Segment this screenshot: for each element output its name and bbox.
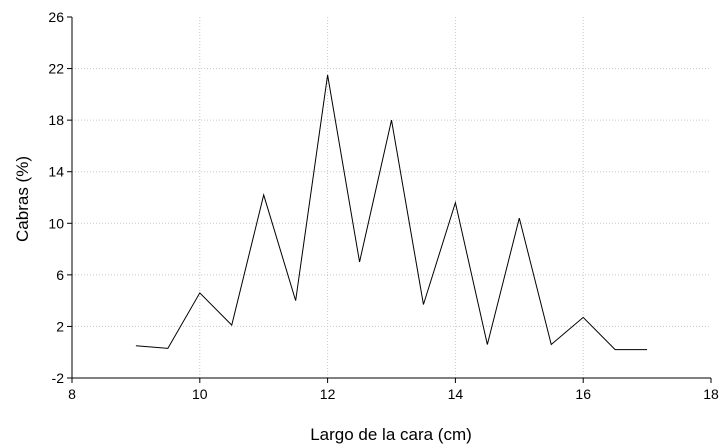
gridlines: [72, 17, 711, 378]
y-tick-label-6: 22: [48, 61, 64, 77]
y-tick-label-4: 14: [48, 164, 64, 180]
y-tick-label-3: 10: [48, 215, 64, 231]
x-tick-label-5: 18: [703, 386, 719, 402]
x-tick-label-0: 8: [68, 386, 76, 402]
y-tick-label-0: -2: [52, 370, 65, 386]
x-tick-label-2: 12: [320, 386, 336, 402]
x-axis-title: Largo de la cara (cm): [310, 425, 472, 444]
y-tick-label-1: 2: [56, 318, 64, 334]
y-tick-label-7: 26: [48, 9, 64, 25]
y-tick-label-5: 18: [48, 112, 64, 128]
x-tick-label-1: 10: [192, 386, 208, 402]
axes: [67, 16, 712, 383]
x-tick-label-3: 14: [448, 386, 464, 402]
x-tick-label-4: 16: [575, 386, 591, 402]
y-axis-title: Cabras (%): [13, 156, 32, 242]
y-tick-label-2: 6: [56, 267, 64, 283]
series-line-0: [135, 74, 648, 351]
series-layer: [135, 74, 648, 351]
